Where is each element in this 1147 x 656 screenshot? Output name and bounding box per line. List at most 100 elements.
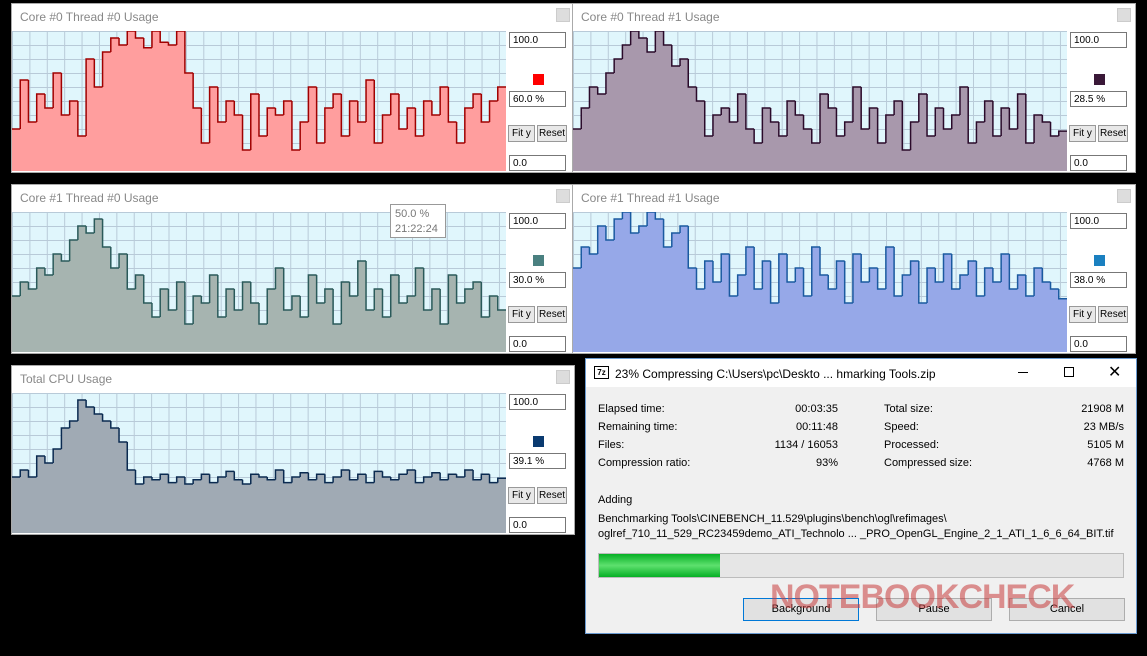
usage-bar <box>737 94 747 171</box>
usage-bar <box>1042 122 1052 171</box>
usage-bar <box>951 289 961 352</box>
usage-bar <box>1001 108 1010 171</box>
tooltip-time: 21:22:24 <box>395 223 438 235</box>
usage-bar <box>844 122 854 171</box>
reset-button[interactable]: Reset <box>1098 125 1128 142</box>
usage-bar <box>762 261 772 352</box>
usage-line <box>241 479 251 485</box>
usage-line <box>1058 289 1067 300</box>
usage-line <box>918 261 928 304</box>
usage-bar <box>94 414 104 533</box>
usage-line <box>736 93 746 122</box>
dialog-button[interactable]: Pause <box>876 598 992 621</box>
usage-line <box>654 212 664 220</box>
usage-bar <box>234 115 244 171</box>
usage-line <box>398 473 408 480</box>
fit-button[interactable]: Fit y <box>508 125 535 142</box>
usage-line <box>307 472 317 481</box>
usage-bar <box>160 289 169 352</box>
max-field[interactable]: 100.0 <box>1070 213 1127 229</box>
usage-line <box>35 455 45 477</box>
usage-bar <box>630 31 640 171</box>
usage-line <box>151 477 161 481</box>
stat-value: 1134 / 16053 <box>774 439 838 451</box>
usage-bar <box>820 94 829 171</box>
usage-bar <box>12 477 21 533</box>
usage-line <box>282 268 292 311</box>
usage-bar <box>94 87 104 171</box>
dialog-button[interactable]: Cancel <box>1009 598 1125 621</box>
usage-bar <box>910 261 920 352</box>
usage-line <box>167 42 177 46</box>
usage-bar <box>308 479 318 533</box>
usage-bar <box>852 87 862 171</box>
usage-bar <box>110 268 120 352</box>
usage-bar <box>745 129 755 171</box>
usage-line <box>365 261 375 311</box>
usage-bar <box>770 303 780 352</box>
usage-line <box>852 86 862 122</box>
usage-line <box>497 477 506 483</box>
close-button[interactable] <box>556 370 570 384</box>
max-field[interactable]: 100.0 <box>1070 32 1127 48</box>
usage-line <box>200 296 210 304</box>
fit-button[interactable]: Fit y <box>1069 125 1096 142</box>
usage-bar <box>390 94 400 171</box>
usage-bar <box>803 296 813 352</box>
usage-line <box>488 474 498 484</box>
usage-bar <box>440 87 449 171</box>
usage-bar <box>614 59 623 171</box>
max-field[interactable]: 100.0 <box>509 394 566 410</box>
usage-bar <box>119 442 128 533</box>
usage-bar <box>275 470 285 533</box>
usage-bar <box>456 477 466 533</box>
usage-bar <box>828 289 837 352</box>
usage-line <box>480 473 490 480</box>
usage-line <box>1008 108 1018 130</box>
fit-button[interactable]: Fit y <box>1069 306 1096 323</box>
usage-line <box>291 476 301 483</box>
usage-line <box>811 246 820 296</box>
min-field[interactable]: 0.0 <box>509 336 566 352</box>
reset-button[interactable]: Reset <box>537 306 567 323</box>
usage-line <box>1049 122 1059 137</box>
dialog-button[interactable]: Background <box>743 598 859 621</box>
close-button[interactable] <box>556 189 570 203</box>
usage-bar <box>497 310 506 352</box>
usage-line <box>786 100 796 136</box>
usage-bar <box>226 101 235 171</box>
usage-bar <box>1009 129 1019 171</box>
fit-button[interactable]: Fit y <box>508 487 535 504</box>
fit-button[interactable]: Fit y <box>508 306 535 323</box>
reset-button[interactable]: Reset <box>537 125 567 142</box>
usage-line <box>208 86 218 143</box>
max-field[interactable]: 100.0 <box>509 32 566 48</box>
usage-bar <box>110 38 120 171</box>
usage-line <box>646 38 656 53</box>
usage-line <box>110 37 120 52</box>
minimize[interactable] <box>1018 372 1028 373</box>
usage-line <box>19 281 29 296</box>
max-field[interactable]: 100.0 <box>509 213 566 229</box>
min-field[interactable]: 0.0 <box>509 517 566 533</box>
usage-bar <box>1050 289 1060 352</box>
reset-button[interactable]: Reset <box>537 487 567 504</box>
usage-line <box>736 274 746 296</box>
usage-bar <box>910 122 920 171</box>
usage-line <box>728 254 738 297</box>
maximize[interactable] <box>1064 367 1074 377</box>
close-button[interactable] <box>1117 8 1131 22</box>
usage-line <box>44 94 54 109</box>
usage-bar <box>407 470 416 533</box>
min-field[interactable]: 0.0 <box>1070 336 1127 352</box>
close-button[interactable] <box>1117 189 1131 203</box>
reset-button[interactable]: Reset <box>1098 306 1128 323</box>
usage-line <box>876 268 886 290</box>
min-field[interactable]: 0.0 <box>1070 155 1127 171</box>
usage-line <box>77 101 87 137</box>
usage-bar <box>259 324 268 352</box>
close-button[interactable] <box>556 8 570 22</box>
close[interactable]: ✕ <box>1108 364 1122 381</box>
usage-line <box>646 212 656 226</box>
min-field[interactable]: 0.0 <box>509 155 566 171</box>
